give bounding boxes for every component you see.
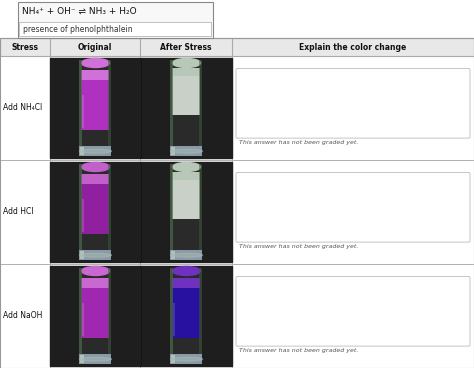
Bar [109,60,111,146]
Bar [173,180,201,219]
Bar [82,70,109,80]
Bar [173,288,201,339]
Bar [173,68,201,76]
Text: Explain the color change: Explain the color change [300,42,407,52]
Text: Stress: Stress [11,42,38,52]
Bar [171,60,202,146]
Ellipse shape [173,266,201,276]
Ellipse shape [173,163,201,171]
Bar [82,184,109,234]
Bar [50,58,232,158]
Text: Original: Original [78,42,112,52]
Bar [171,146,202,156]
Bar [167,268,206,364]
Text: Add HCl: Add HCl [3,208,34,216]
Text: This answer has not been graded yet.: This answer has not been graded yet. [239,140,358,145]
Bar [172,148,175,155]
Bar [80,164,111,250]
Bar [50,266,232,366]
Text: Add NaOH: Add NaOH [3,311,42,321]
Bar [0,160,474,264]
Ellipse shape [80,149,111,153]
Ellipse shape [82,59,109,67]
Ellipse shape [173,59,201,67]
Bar [171,268,202,354]
Bar [81,355,84,363]
Bar [109,268,111,354]
Text: This answer has not been graded yet.: This answer has not been graded yet. [239,348,358,353]
Bar [82,199,84,233]
Ellipse shape [82,266,109,276]
Bar [76,268,115,364]
Bar [173,76,201,115]
Text: After Stress: After Stress [160,42,212,52]
Bar [80,250,111,260]
Bar [171,164,173,250]
Bar [80,268,82,354]
Bar [80,354,111,364]
Bar [18,2,213,38]
Text: Add NH₄Cl: Add NH₄Cl [3,103,42,113]
Bar [0,56,474,160]
Bar [80,60,111,146]
Ellipse shape [80,357,111,361]
Bar [167,60,206,156]
Bar [82,278,109,288]
FancyBboxPatch shape [236,173,470,242]
Bar [109,164,111,250]
Bar [171,60,173,146]
FancyBboxPatch shape [236,68,470,138]
Bar [171,250,202,260]
Bar [171,268,173,354]
Bar [82,80,109,130]
Bar [171,354,202,364]
Ellipse shape [171,357,202,361]
Text: presence of phenolphthalein: presence of phenolphthalein [23,25,133,33]
Bar [200,164,202,250]
Bar [82,288,109,339]
Bar [0,38,474,368]
Bar [81,148,84,155]
FancyBboxPatch shape [236,276,470,346]
Bar [200,268,202,354]
Bar [76,164,115,260]
Bar [200,60,202,146]
Bar [172,251,175,259]
Bar [173,172,201,180]
Ellipse shape [171,149,202,153]
Bar [80,146,111,156]
Bar [82,95,84,128]
Bar [19,22,211,36]
Bar [0,264,474,368]
Bar [173,278,201,288]
Bar [76,60,115,156]
Bar [50,162,232,262]
Bar [82,174,109,184]
Bar [80,268,111,354]
Bar [167,164,206,260]
Bar [0,38,474,56]
Text: This answer has not been graded yet.: This answer has not been graded yet. [239,244,358,249]
Bar [82,303,84,336]
Bar [172,355,175,363]
Bar [173,303,175,336]
Ellipse shape [80,253,111,257]
Bar [81,251,84,259]
Bar [80,164,82,250]
Text: NH₄⁺ + OH⁻ ⇌ NH₃ + H₂O: NH₄⁺ + OH⁻ ⇌ NH₃ + H₂O [22,7,137,16]
Ellipse shape [171,253,202,257]
Bar [80,60,82,146]
Ellipse shape [82,163,109,171]
Bar [171,164,202,250]
